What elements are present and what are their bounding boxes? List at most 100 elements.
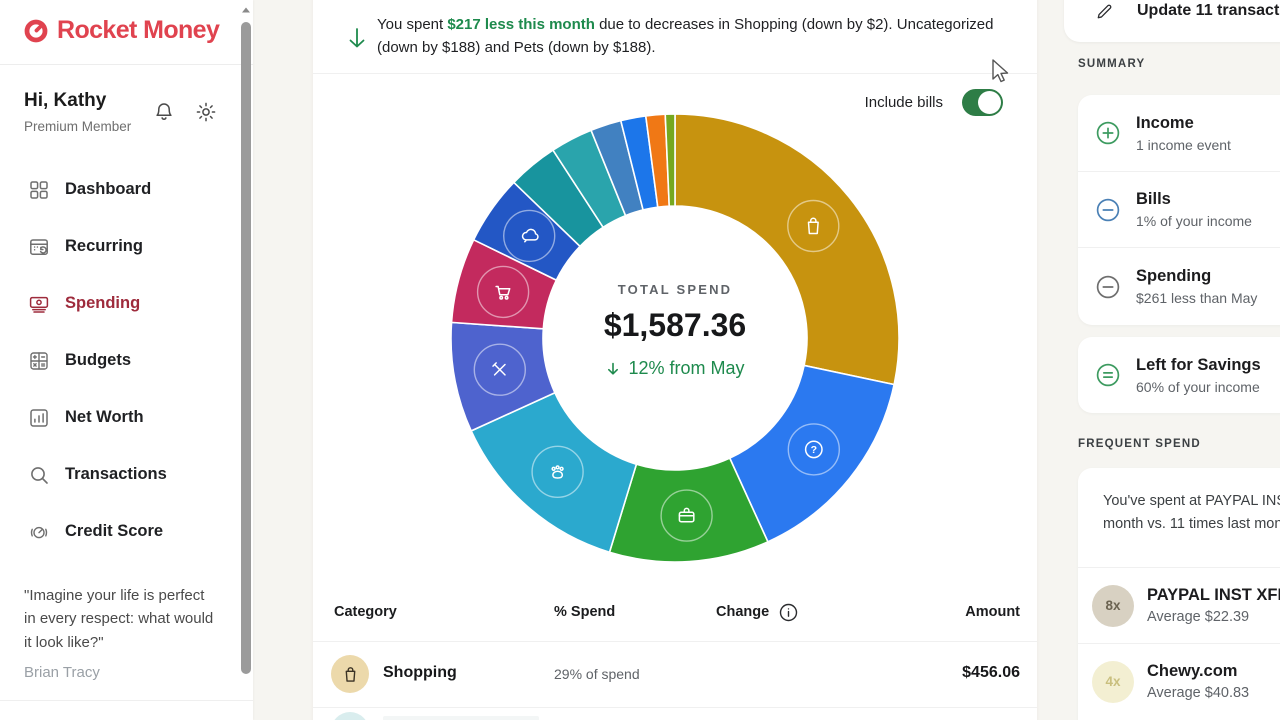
summary-title: Spending xyxy=(1136,267,1212,285)
merchant-average: Average $22.39 xyxy=(1147,609,1250,625)
col-header-amount: Amount xyxy=(965,604,1020,620)
utensils-icon xyxy=(473,343,526,396)
donut-center: TOTAL SPEND $1,587.36 12% from May xyxy=(525,282,825,379)
spend-delta: 12% from May xyxy=(525,358,825,379)
svg-text:?: ? xyxy=(811,444,817,456)
sidebar-nav: Dashboard Recurring xyxy=(0,161,240,560)
sidebar-item-label: Dashboard xyxy=(65,180,152,198)
left-for-savings-card[interactable]: Left for Savings 60% of your income xyxy=(1078,337,1280,413)
sidebar-item-net-worth[interactable]: Net Worth xyxy=(0,389,240,446)
total-spend-label: TOTAL SPEND xyxy=(617,282,733,297)
sidebar-item-label: Recurring xyxy=(65,237,143,255)
pencil-icon xyxy=(1095,2,1114,21)
plus-circle-icon xyxy=(1093,118,1123,148)
shopping-bag-icon xyxy=(331,655,369,693)
rocket-money-logo[interactable]: Rocket Money xyxy=(22,16,220,45)
include-bills-toggle[interactable] xyxy=(962,89,1003,116)
membership-label: Premium Member xyxy=(24,119,132,134)
delta-text: 12% from May xyxy=(628,358,745,378)
cloud-icon xyxy=(502,209,556,263)
bar-chart-icon xyxy=(28,407,50,429)
donut-segment-unlabeled-6[interactable] xyxy=(664,113,676,207)
summary-row-income[interactable]: Income 1 income event xyxy=(1078,95,1280,172)
col-header-spend: % Spend xyxy=(554,604,616,620)
frequency-badge: 4x xyxy=(1092,660,1134,703)
toggle-knob xyxy=(978,91,1001,114)
summary-title: Bills xyxy=(1136,190,1171,208)
table-divider xyxy=(313,641,1037,642)
col-header-change: Change xyxy=(716,604,770,620)
spending-insight: You spent $217 less this month due to de… xyxy=(377,13,1027,59)
sidebar-item-credit-score[interactable]: Credit Score xyxy=(0,503,240,560)
col-header-category: Category xyxy=(334,604,397,620)
total-spend-value: $1,587.36 xyxy=(603,307,747,343)
sidebar-bottom-divider xyxy=(0,700,253,701)
sidebar-item-transactions[interactable]: Transactions xyxy=(0,446,240,503)
summary-subtitle: 1 income event xyxy=(1136,136,1231,153)
notifications-bell-icon[interactable] xyxy=(152,100,176,124)
summary-subtitle: 1% of your income xyxy=(1136,213,1252,229)
sidebar-item-label: Net Worth xyxy=(65,408,144,426)
insight-highlight: $217 less this month xyxy=(447,16,595,33)
motivational-quote: "Imagine your life is perfect in every r… xyxy=(24,587,214,651)
greeting: Hi, Kathy xyxy=(24,90,107,111)
magnifier-icon xyxy=(28,464,50,486)
summary-card: Income 1 income event Bills 1% of your i… xyxy=(1078,95,1280,325)
sidebar-item-dashboard[interactable]: Dashboard xyxy=(0,161,240,218)
insight-prefix: You spent xyxy=(377,16,448,33)
mouse-cursor xyxy=(988,58,1012,86)
change-info-icon[interactable] xyxy=(779,603,798,622)
frequent-spend-note: You've spent at PAYPAL INST XFER 8 times… xyxy=(1103,493,1280,532)
summary-row-bills[interactable]: Bills 1% of your income xyxy=(1078,172,1280,248)
logo-text: Rocket Money xyxy=(57,16,220,44)
row-spend-percent: 29% of spend xyxy=(554,666,640,682)
down-arrow-icon xyxy=(345,26,369,52)
summary-title: Left for Savings xyxy=(1136,355,1261,374)
question-icon: ? xyxy=(787,423,840,476)
sidebar-item-budgets[interactable]: Budgets xyxy=(0,332,240,389)
frequency-badge: 8x xyxy=(1092,584,1134,627)
summary-subtitle: $261 less than May xyxy=(1136,290,1258,306)
donut-segment-Shopping[interactable] xyxy=(674,113,900,386)
include-bills-label: Include bills xyxy=(864,94,943,111)
summary-row-spending[interactable]: Spending $261 less than May xyxy=(1078,248,1280,325)
banknote-icon xyxy=(28,293,50,315)
sidebar-item-spending[interactable]: Spending xyxy=(0,275,240,332)
frequent-row-chewy[interactable]: 4x Chewy.com Average $40.83 xyxy=(1078,643,1280,719)
rocket-money-logo-icon xyxy=(22,17,50,45)
frequent-row-paypal[interactable]: 8x PAYPAL INST XFER Average $22.39 xyxy=(1078,567,1280,643)
row-category: Shopping xyxy=(383,664,457,681)
paw-icon xyxy=(531,445,584,498)
dashboard-icon xyxy=(28,179,50,201)
summary-row-left-for-savings[interactable]: Left for Savings 60% of your income xyxy=(1078,337,1280,413)
summary-section-title: SUMMARY xyxy=(1078,58,1146,70)
next-row-partial xyxy=(383,716,539,720)
settings-gear-icon[interactable] xyxy=(194,100,218,124)
sidebar-item-label: Transactions xyxy=(65,465,167,483)
sidebar-item-label: Credit Score xyxy=(65,522,164,540)
donut-chart[interactable]: ? xyxy=(445,108,905,568)
card-divider xyxy=(313,73,1037,74)
frequent-spend-card: You've spent at PAYPAL INST XFER 8 times… xyxy=(1078,468,1280,720)
row-amount: $456.06 xyxy=(962,664,1020,681)
scrollbar-thumb[interactable] xyxy=(241,22,251,674)
merchant-name: PAYPAL INST XFER xyxy=(1147,586,1280,604)
sidebar-divider xyxy=(0,64,253,65)
delta-down-arrow-icon xyxy=(605,361,621,377)
sidebar-item-recurring[interactable]: Recurring xyxy=(0,218,240,275)
merchant-average: Average $40.83 xyxy=(1147,685,1250,701)
update-transactions-label: Update 11 transactions xyxy=(1137,2,1280,19)
sidebar: Rocket Money Hi, Kathy Premium Member xyxy=(0,0,253,720)
cart-icon xyxy=(476,265,530,319)
update-transactions-button[interactable]: Update 11 transactions xyxy=(1064,0,1280,42)
sidebar-item-label: Spending xyxy=(65,294,141,312)
frequent-spend-section-title: FREQUENT SPEND xyxy=(1078,438,1201,450)
equals-circle-icon xyxy=(1093,360,1123,390)
scrollbar-up-arrow[interactable] xyxy=(240,4,252,16)
summary-title: Income xyxy=(1136,113,1194,132)
summary-subtitle: 60% of your income xyxy=(1136,378,1260,395)
table-divider xyxy=(313,707,1037,708)
bag-icon xyxy=(787,199,840,253)
insight-suffix: due to decreases in Shopping (down by $2… xyxy=(377,16,994,56)
